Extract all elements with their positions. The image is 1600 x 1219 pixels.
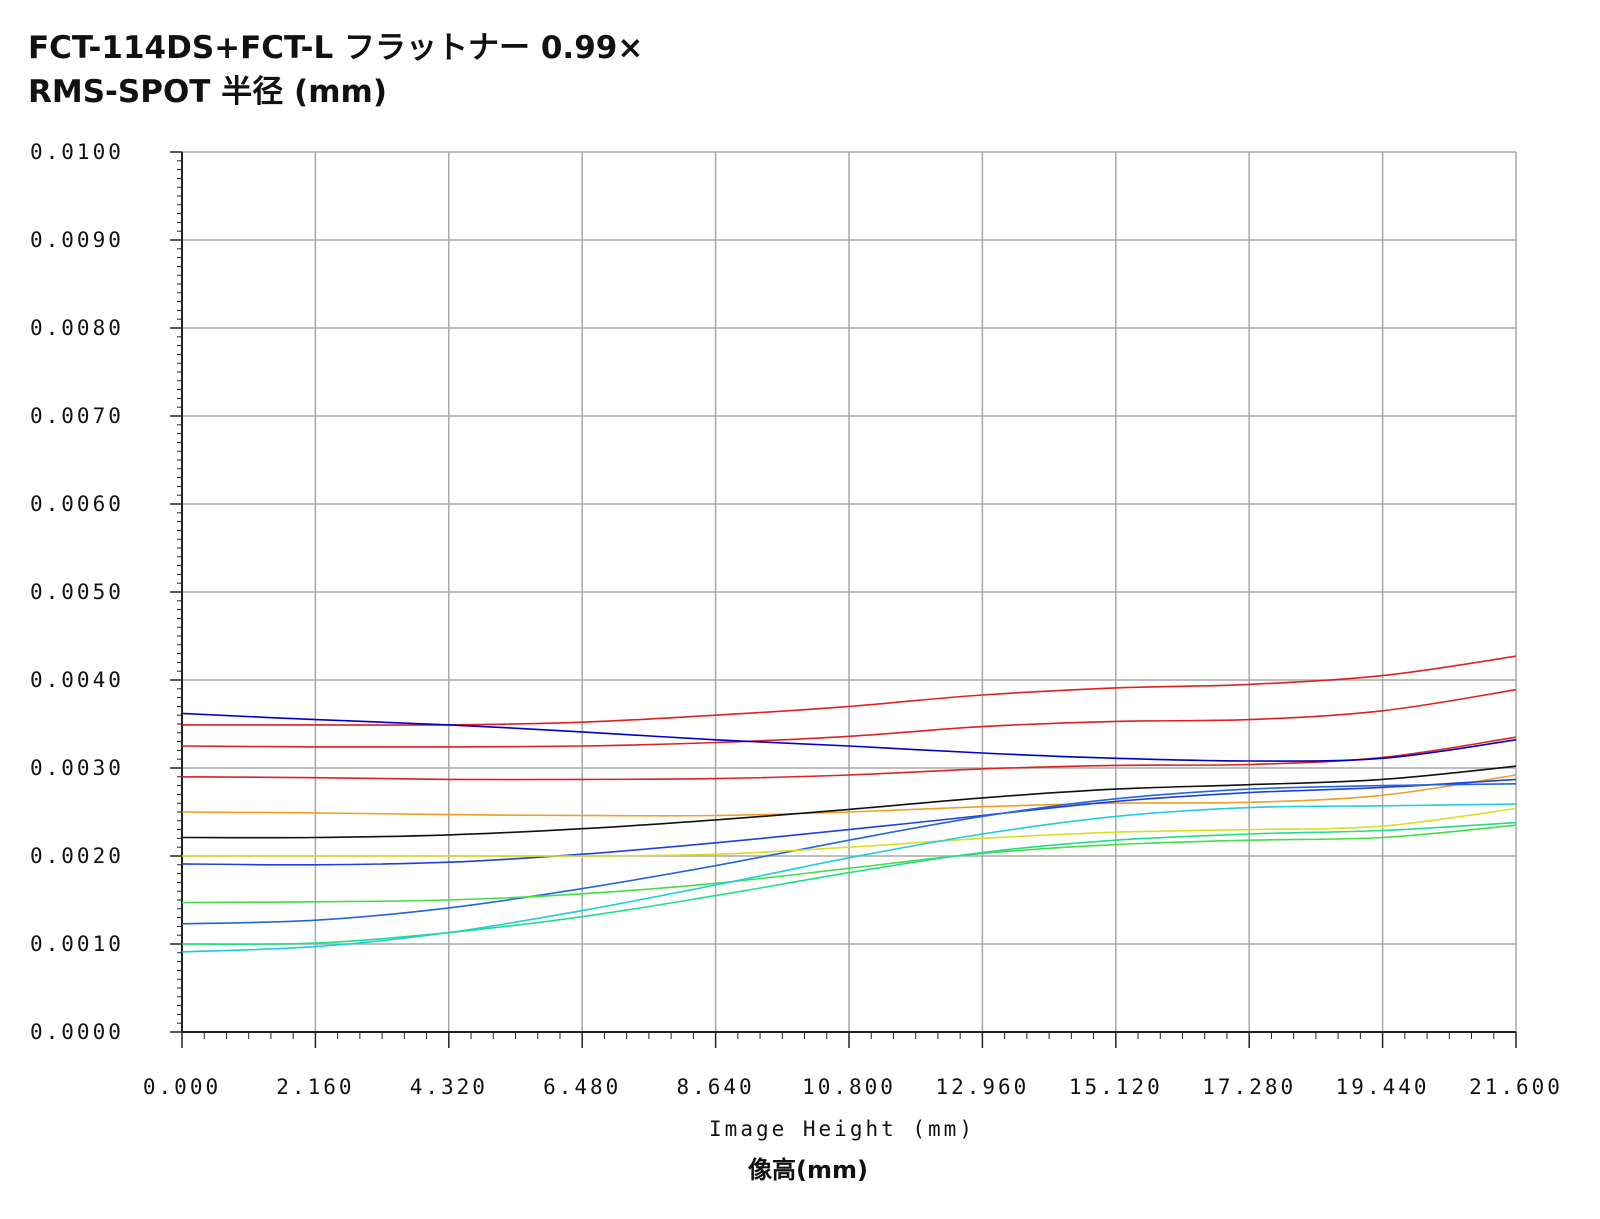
x-tick-label: 15.120	[1069, 1075, 1163, 1099]
x-tick-labels: 0.000 2.160 4.320 6.480 8.640 10.800 12.960 15.…	[143, 1075, 1563, 1099]
x-tick-label: 17.280	[1202, 1075, 1296, 1099]
y-tick-label: 0.0050	[30, 580, 124, 604]
chart-subtitle: RMS-SPOT 半径 (mm)	[28, 74, 387, 110]
y-tick-label: 0.0010	[30, 932, 124, 956]
series-line-9	[182, 807, 1517, 857]
y-tick-label: 0.0100	[30, 140, 124, 164]
series-line-3	[181, 736, 1517, 781]
x-tick-label: 10.800	[802, 1075, 896, 1099]
x-tick-label: 6.480	[543, 1075, 621, 1099]
series-line-7	[181, 778, 1517, 866]
x-tick-label: 12.960	[935, 1075, 1029, 1099]
series-line-1	[182, 655, 1517, 726]
series-line-5	[181, 774, 1517, 817]
y-tick-label: 0.0080	[30, 316, 124, 340]
series-line-8	[181, 783, 1517, 925]
axes	[181, 152, 1516, 1033]
x-tick-label: 8.640	[676, 1075, 754, 1099]
series-line-11	[181, 803, 1517, 953]
y-tick-labels: 0.0000 0.0010 0.0020 0.0030 0.0040 0.0050 0.00…	[30, 140, 124, 1044]
x-tick-label: 4.320	[410, 1075, 488, 1099]
y-tick-label: 0.0030	[30, 756, 124, 780]
minor-ticks	[170, 151, 1517, 1048]
series-line-4	[181, 712, 1517, 762]
series-line-10	[181, 824, 1517, 904]
series-lines	[181, 655, 1517, 953]
x-tick-label: 19.440	[1336, 1075, 1430, 1099]
y-tick-label: 0.0090	[30, 228, 124, 252]
y-tick-label: 0.0060	[30, 492, 124, 516]
x-axis-label: Image Height (mm)	[709, 1117, 975, 1141]
x-tick-label: 0.000	[143, 1075, 221, 1099]
y-tick-label: 0.0000	[30, 1020, 124, 1044]
y-tick-label: 0.0020	[30, 844, 124, 868]
series-line-12	[181, 821, 1517, 946]
series-line-2	[181, 688, 1517, 748]
chart-title: FCT-114DS+FCT-L フラットナー 0.99×	[28, 30, 644, 66]
grid	[181, 151, 1517, 1033]
x-tick-label: 2.160	[276, 1075, 354, 1099]
x-axis-label-jp: 像高(mm)	[748, 1156, 868, 1184]
y-tick-label: 0.0070	[30, 404, 124, 428]
x-tick-label: 21.600	[1469, 1075, 1563, 1099]
y-tick-label: 0.0040	[30, 668, 124, 692]
series-line-6	[181, 765, 1517, 839]
